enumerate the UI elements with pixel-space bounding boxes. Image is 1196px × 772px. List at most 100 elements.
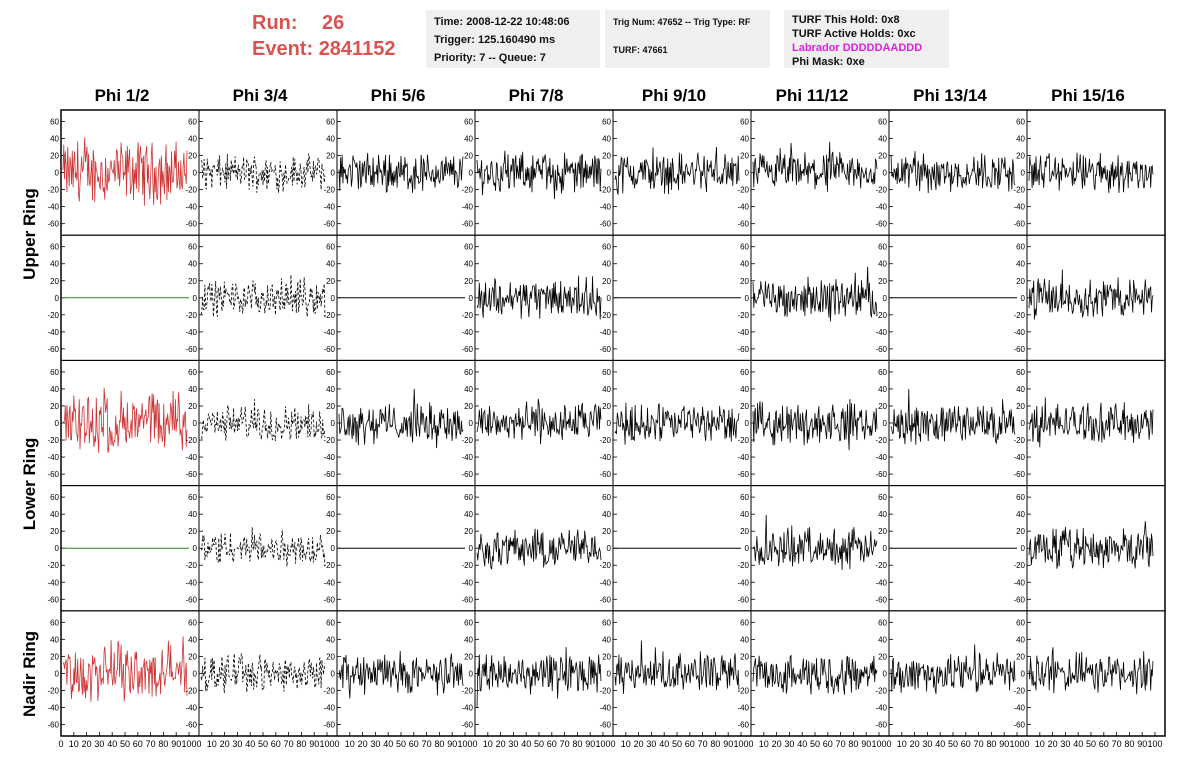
y-tick-label: 20	[50, 277, 59, 286]
x-tick-label: 100	[1009, 739, 1024, 749]
x-tick-label: 70	[146, 739, 156, 749]
y-tick-label: 40	[188, 385, 197, 394]
x-tick-label: 10	[69, 739, 79, 749]
x-tick-label: 30	[94, 739, 104, 749]
y-tick-label: 40	[326, 135, 335, 144]
x-tick-label: 50	[948, 739, 958, 749]
y-tick-label: -20	[737, 686, 749, 695]
y-tick-label: -40	[875, 328, 887, 337]
y-tick-label: -20	[599, 436, 611, 445]
y-tick-label: -60	[737, 720, 749, 729]
y-tick-label: -20	[737, 561, 749, 570]
x-tick-label: 80	[710, 739, 720, 749]
x-tick-label: 40	[107, 739, 117, 749]
y-tick-label: -60	[737, 220, 749, 229]
y-tick-label: 0	[745, 544, 750, 553]
x-tick-label: 80	[848, 739, 858, 749]
y-tick-label: 0	[193, 294, 198, 303]
y-tick-label: 0	[883, 544, 888, 553]
y-tick-label: -40	[737, 328, 749, 337]
y-tick-label: 20	[188, 277, 197, 286]
x-tick-label: 50	[120, 739, 130, 749]
y-tick-label: -60	[461, 595, 473, 604]
turf-info-box: TURF This Hold: 0x8 TURF Active Holds: 0…	[784, 10, 949, 68]
y-tick-label: 0	[745, 294, 750, 303]
y-tick-label: 40	[878, 635, 887, 644]
x-tick-label: 50	[672, 739, 682, 749]
y-tick-label: 20	[188, 527, 197, 536]
x-tick-label: 90	[861, 739, 871, 749]
y-tick-label: 20	[740, 277, 749, 286]
y-tick-label: -40	[599, 578, 611, 587]
y-tick-label: 20	[740, 652, 749, 661]
y-tick-label: -40	[461, 578, 473, 587]
waveform-trace	[200, 153, 326, 193]
y-tick-label: 0	[883, 294, 888, 303]
y-tick-label: 0	[607, 669, 612, 678]
y-tick-label: 60	[464, 618, 473, 627]
y-tick-label: -60	[461, 470, 473, 479]
waveform-trace	[752, 266, 878, 322]
y-tick-label: 20	[464, 652, 473, 661]
y-tick-label: -20	[185, 436, 197, 445]
y-tick-label: -20	[185, 686, 197, 695]
x-tick-label: 100	[871, 739, 886, 749]
x-tick-label: 50	[1086, 739, 1096, 749]
panel-frame	[474, 109, 614, 236]
waveform-trace	[338, 650, 464, 699]
y-tick-label: -60	[1013, 220, 1025, 229]
x-tick-label: 10	[1035, 739, 1045, 749]
turf-text: TURF: 47661	[613, 45, 668, 55]
x-tick-label: 60	[271, 739, 281, 749]
y-tick-label: -60	[461, 720, 473, 729]
y-tick-label: 0	[607, 294, 612, 303]
y-tick-label: 60	[1016, 118, 1025, 127]
panel-frame	[1026, 109, 1166, 236]
y-tick-label: -20	[737, 311, 749, 320]
y-tick-label: -40	[47, 578, 59, 587]
x-tick-label: 0	[58, 739, 63, 749]
y-tick-label: -40	[737, 578, 749, 587]
y-tick-label: 0	[469, 169, 474, 178]
run-value: 26	[322, 12, 345, 34]
trig-num-text: Trig Num: 47652 -- Trig Type: RF	[613, 17, 751, 27]
y-tick-label: -40	[875, 578, 887, 587]
waveform-trace	[614, 640, 740, 694]
y-tick-label: 0	[55, 169, 60, 178]
y-tick-label: 40	[740, 260, 749, 269]
x-tick-label: 20	[634, 739, 644, 749]
x-tick-label: 40	[383, 739, 393, 749]
y-tick-label: 0	[331, 544, 336, 553]
y-tick-label: -60	[875, 220, 887, 229]
waveform-trace	[752, 398, 878, 451]
x-tick-label: 80	[296, 739, 306, 749]
y-tick-label: 60	[50, 243, 59, 252]
waveform-trace	[890, 151, 1016, 194]
y-tick-label: -60	[185, 220, 197, 229]
y-tick-label: -20	[875, 311, 887, 320]
x-tick-label: 0	[610, 739, 615, 749]
y-tick-label: -60	[185, 470, 197, 479]
event-label: Event:	[252, 38, 314, 60]
y-tick-label: -40	[461, 328, 473, 337]
y-tick-label: 0	[469, 544, 474, 553]
y-tick-label: -60	[599, 345, 611, 354]
x-tick-label: 0	[1024, 739, 1029, 749]
y-tick-label: -40	[47, 328, 59, 337]
y-tick-label: 60	[326, 618, 335, 627]
y-tick-label: 20	[50, 402, 59, 411]
x-tick-label: 30	[370, 739, 380, 749]
waveform-trace	[476, 646, 602, 708]
x-tick-label: 50	[258, 739, 268, 749]
waveform-trace	[890, 388, 1016, 445]
x-tick-label: 0	[334, 739, 339, 749]
y-tick-label: 20	[326, 527, 335, 536]
y-tick-label: 40	[50, 260, 59, 269]
y-tick-label: 60	[878, 618, 887, 627]
y-tick-label: -60	[599, 595, 611, 604]
y-tick-label: -40	[185, 203, 197, 212]
y-tick-label: -60	[875, 470, 887, 479]
y-tick-label: -60	[875, 595, 887, 604]
y-tick-label: 60	[464, 493, 473, 502]
column-header-phi-3-4: Phi 3/4	[232, 86, 288, 105]
